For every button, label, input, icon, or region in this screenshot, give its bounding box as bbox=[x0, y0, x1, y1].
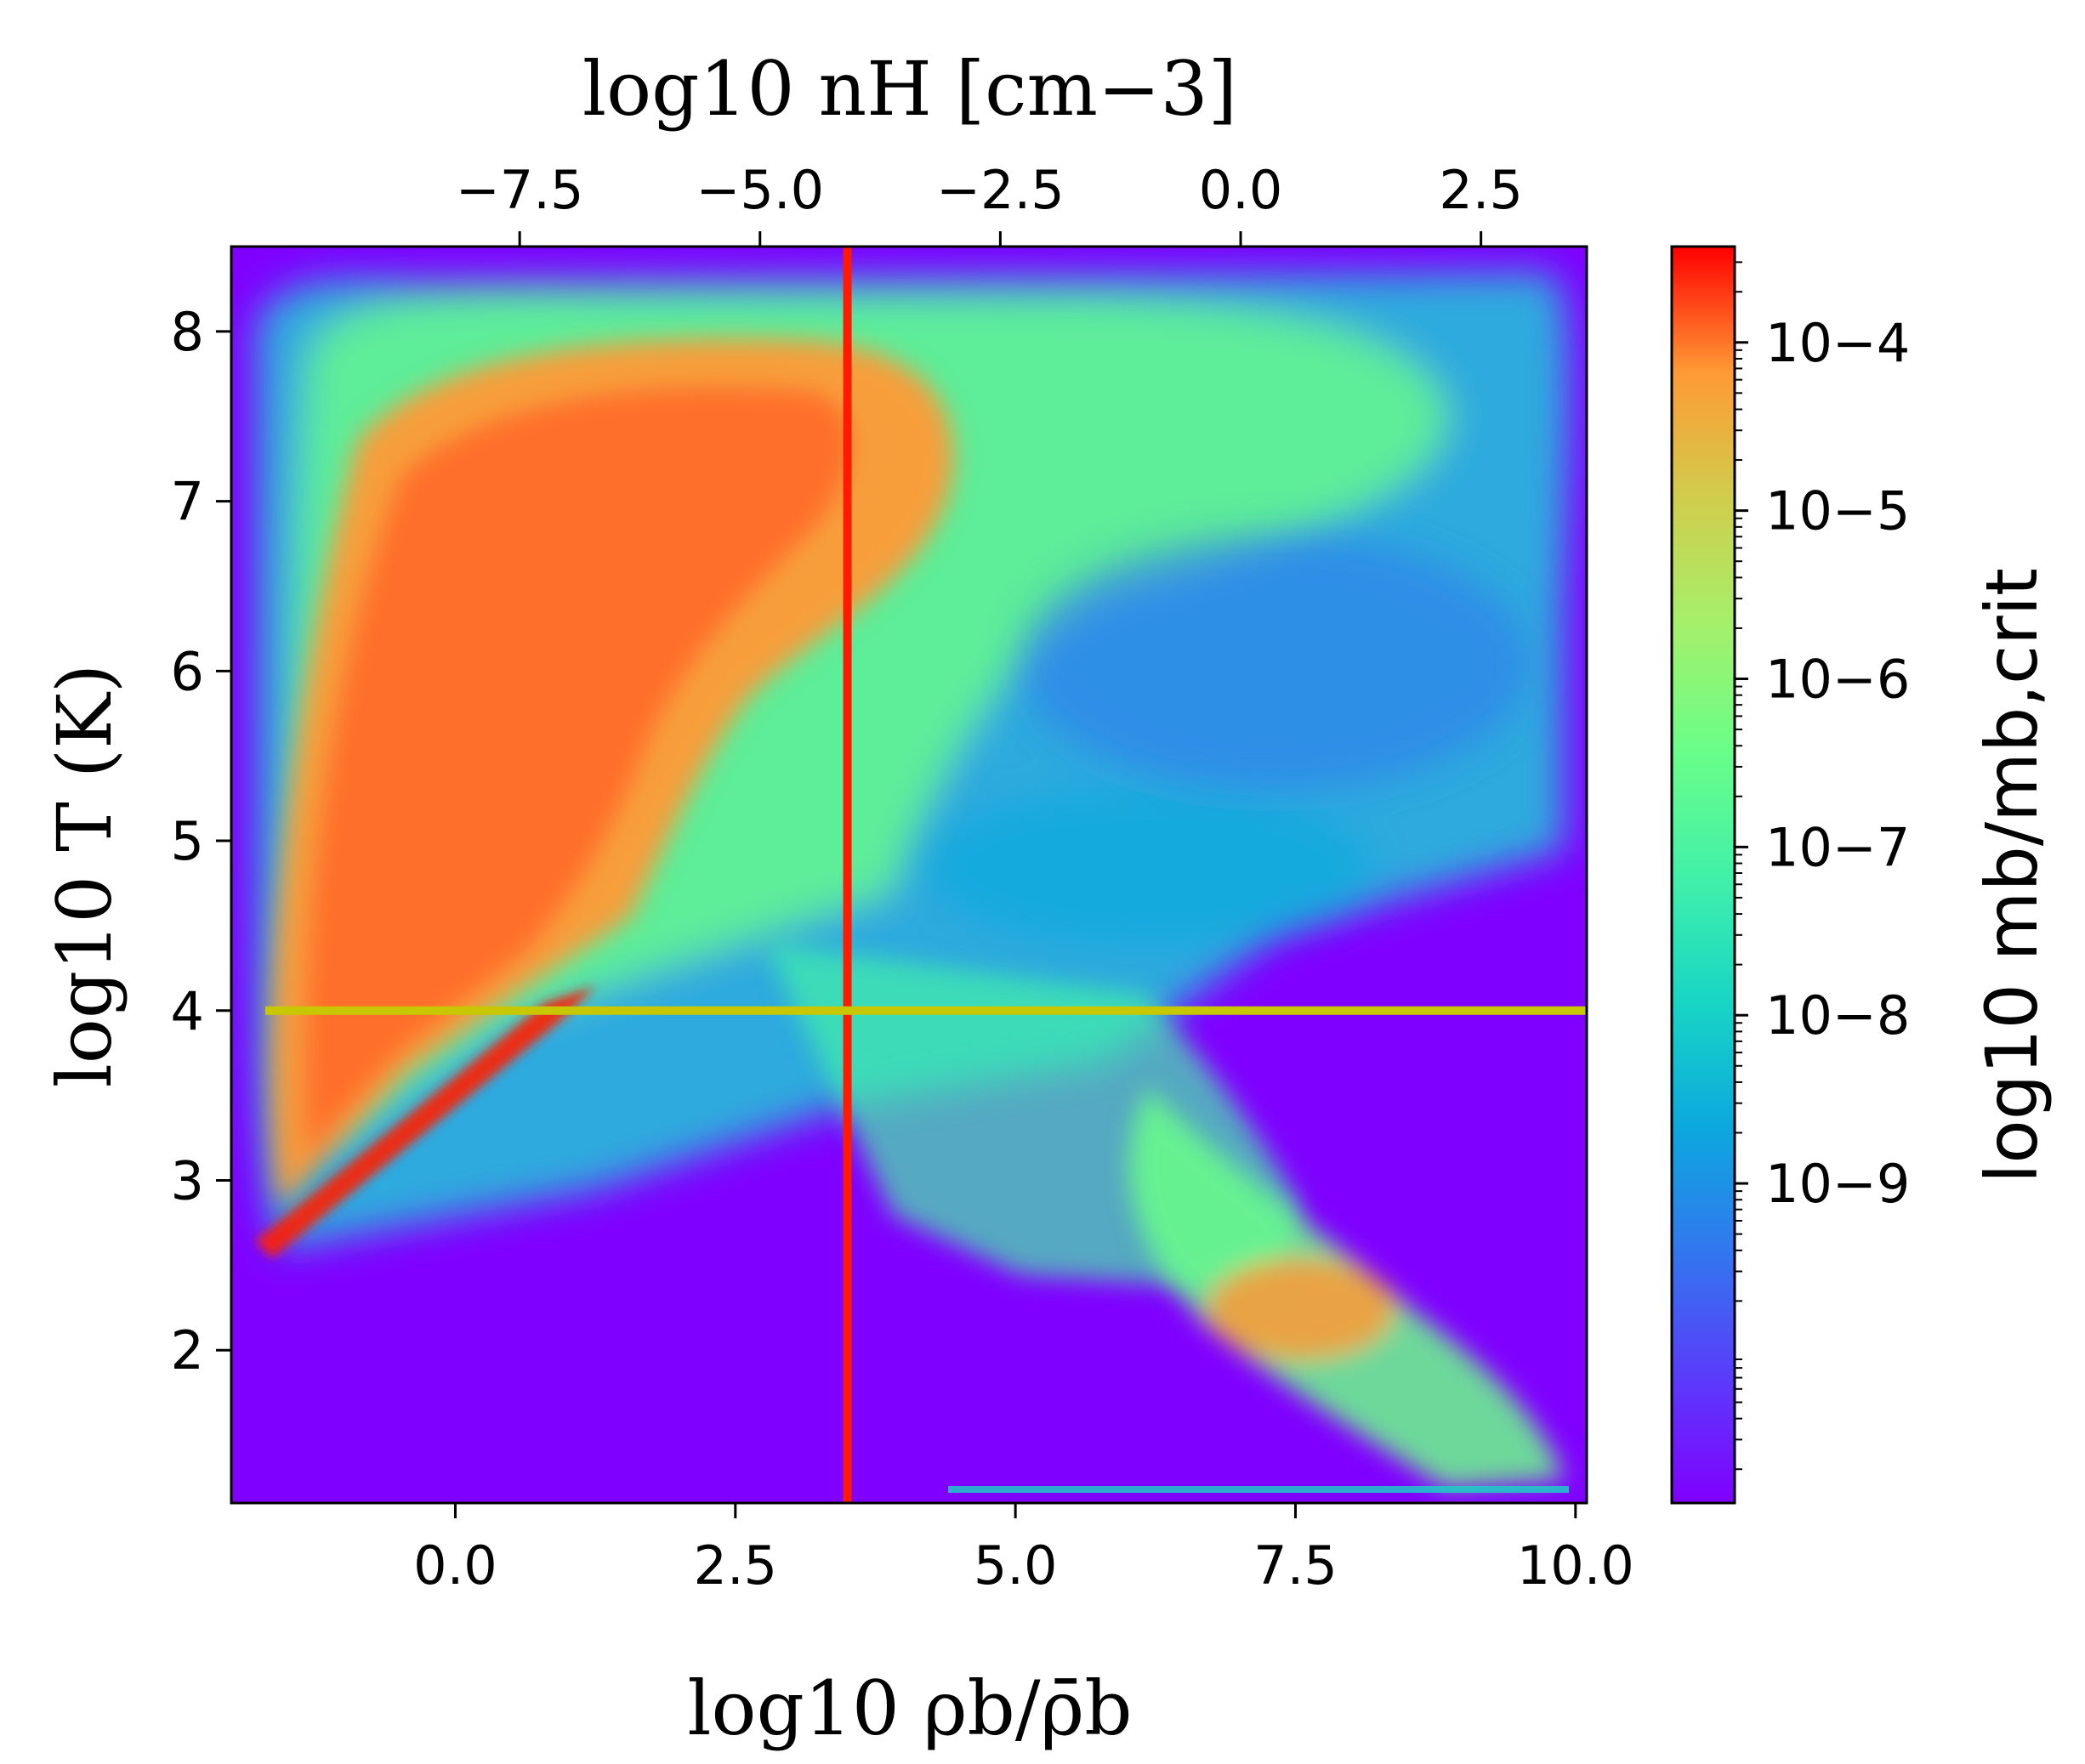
colorbar-tick-label-5: 10−4 bbox=[1765, 312, 1910, 374]
heatmap-igm-edge bbox=[255, 986, 595, 1258]
heatmap-blue-patch-2 bbox=[927, 791, 1369, 944]
heatmap-blue-patch-1 bbox=[1020, 536, 1531, 791]
plot-frame bbox=[230, 245, 1588, 1505]
x2-tick-label-0: −7.5 bbox=[456, 159, 584, 221]
colorbar-gradient bbox=[1670, 245, 1736, 1505]
y-axis-ticks: 2 3 4 5 6 7 8 bbox=[171, 301, 231, 1381]
x-tick-label-3: 7.5 bbox=[1253, 1534, 1338, 1597]
x2-tick-label-2: −2.5 bbox=[936, 159, 1065, 221]
colorbar-tick-label-1: 10−8 bbox=[1765, 984, 1910, 1046]
heatmap-bottom-streak bbox=[948, 1486, 1569, 1493]
y-tick-label-6: 8 bbox=[171, 301, 204, 363]
colorbar-tick-label-0: 10−9 bbox=[1765, 1153, 1910, 1215]
y-tick-label-1: 3 bbox=[171, 1150, 204, 1212]
colorbar-minor-ticks bbox=[1735, 261, 1742, 1471]
y-tick-label-4: 6 bbox=[171, 640, 204, 702]
x2-tick-label-3: 0.0 bbox=[1199, 159, 1283, 221]
y-axis-title: log10 T (K) bbox=[41, 664, 128, 1087]
y-tick-label-2: 4 bbox=[171, 980, 204, 1042]
x2-axis-title: log10 nH [cm−3] bbox=[582, 45, 1237, 133]
colorbar-tick-label-2: 10−7 bbox=[1765, 816, 1910, 878]
y-tick-label-5: 7 bbox=[171, 471, 204, 533]
colorbar: 10−9 10−8 10−7 10−6 10−5 10−4 log10 mb/m… bbox=[1670, 245, 2054, 1505]
x-tick-label-2: 5.0 bbox=[974, 1534, 1058, 1597]
heatmap bbox=[231, 247, 1587, 1503]
heatmap-igm-core bbox=[304, 386, 852, 1156]
x2-tick-label-4: 2.5 bbox=[1439, 159, 1523, 221]
y-tick-label-0: 2 bbox=[171, 1319, 204, 1381]
x-tick-label-0: 0.0 bbox=[413, 1534, 497, 1597]
x-tick-label-1: 2.5 bbox=[694, 1534, 778, 1597]
x-tick-label-4: 10.0 bbox=[1517, 1534, 1634, 1597]
colorbar-tick-label-3: 10−6 bbox=[1765, 648, 1910, 710]
x2-tick-label-1: −5.0 bbox=[696, 159, 824, 221]
x-axis-title: log10 ρb/ρ̄b bbox=[687, 1665, 1132, 1752]
colorbar-tick-label-4: 10−5 bbox=[1765, 480, 1910, 542]
heatmap-cold-ridge-core bbox=[1207, 1258, 1395, 1360]
x2-axis-ticks: −7.5 −5.0 −2.5 0.0 2.5 bbox=[456, 159, 1523, 247]
colorbar-title: log10 mb/mb,crit bbox=[1970, 568, 2054, 1183]
x-axis-ticks: 0.0 2.5 5.0 7.5 10.0 bbox=[413, 1503, 1634, 1597]
y-tick-label-3: 5 bbox=[171, 810, 204, 872]
